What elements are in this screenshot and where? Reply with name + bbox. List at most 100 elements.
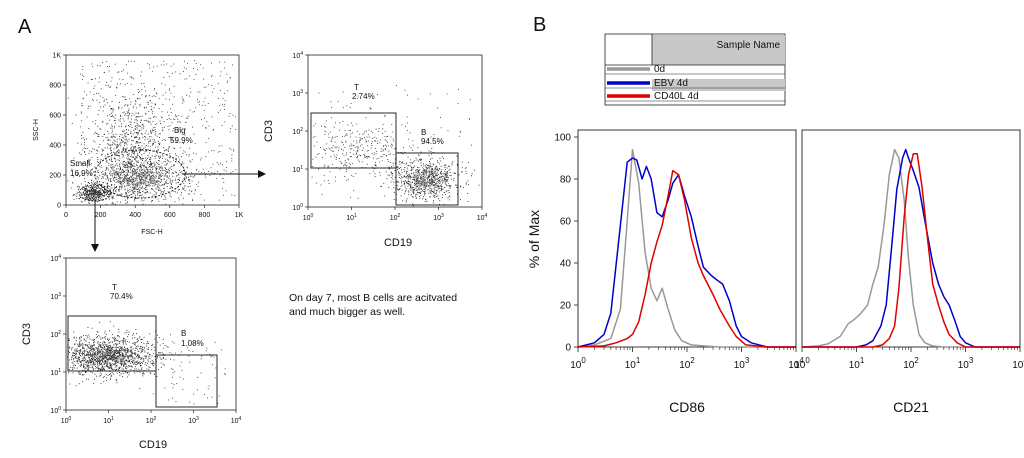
scatter-point: [431, 181, 432, 183]
scatter-point: [86, 335, 88, 337]
scatter-point: [417, 175, 419, 176]
scatter-point: [106, 348, 108, 349]
scatter-point: [417, 192, 419, 193]
scatter-point: [154, 182, 156, 183]
scatter-point: [340, 141, 342, 143]
scatter-point: [375, 165, 377, 167]
scatter-point: [224, 61, 226, 63]
scatter-point: [130, 162, 132, 164]
scatter-point: [384, 139, 386, 141]
scatter-point: [81, 342, 83, 344]
scatter-point: [129, 355, 130, 356]
scatter-point: [120, 167, 121, 169]
scatter-point: [119, 355, 121, 357]
scatter-point: [146, 177, 148, 179]
scatter-point: [401, 169, 403, 171]
scatter-point: [440, 178, 442, 180]
scatter-point: [425, 198, 427, 200]
scatter-point: [348, 166, 350, 168]
scatter-point: [432, 185, 434, 187]
scatter-point: [371, 143, 372, 145]
scatter-point: [148, 172, 150, 174]
gate-b-percent: 94.5%: [421, 137, 444, 146]
scatter-point: [449, 186, 451, 188]
scatter-point: [388, 145, 389, 147]
scatter-point: [147, 360, 149, 362]
scatter-point: [345, 141, 347, 143]
scatter-point: [235, 129, 237, 130]
scatter-point: [211, 76, 212, 77]
scatter-point: [444, 164, 446, 166]
scatter-point: [141, 89, 143, 90]
scatter-point: [427, 185, 429, 187]
x-tick-label: 104: [477, 213, 488, 222]
scatter-point: [189, 160, 191, 162]
scatter-point: [166, 119, 168, 120]
scatter-point: [417, 98, 419, 100]
scatter-point: [125, 349, 126, 351]
scatter-point: [112, 110, 114, 111]
scatter-point: [187, 186, 189, 188]
scatter-point: [144, 173, 146, 175]
scatter-point: [157, 189, 159, 191]
scatter-point: [100, 360, 102, 361]
scatter-point: [105, 155, 106, 157]
scatter-point: [140, 359, 142, 360]
scatter-point: [117, 174, 118, 175]
scatter-point: [98, 186, 99, 188]
scatter-point: [113, 148, 115, 150]
scatter-point: [428, 150, 430, 152]
scatter-point: [157, 187, 159, 189]
scatter-point: [93, 195, 95, 197]
scatter-point: [85, 195, 87, 197]
scatter-point: [115, 352, 117, 353]
scatter-point: [82, 381, 84, 383]
scatter-point: [174, 119, 176, 120]
scatter-point: [111, 175, 113, 177]
scatter-point: [352, 153, 354, 155]
scatter-point: [383, 154, 385, 156]
scatter-point: [150, 165, 152, 167]
scatter-point: [189, 189, 190, 191]
scatter-point: [124, 139, 126, 141]
scatter-point: [117, 172, 119, 174]
scatter-point: [157, 198, 159, 200]
scatter-point: [107, 196, 108, 197]
scatter-point: [95, 197, 97, 199]
scatter-point: [456, 155, 458, 157]
scatter-point: [444, 170, 446, 172]
scatter-point: [157, 146, 159, 148]
scatter-point: [186, 167, 188, 169]
scatter-point: [152, 121, 154, 122]
scatter-point: [112, 334, 113, 335]
scatter-point: [185, 68, 187, 70]
scatter-point: [135, 194, 136, 196]
scatter-point: [409, 132, 411, 134]
scatter-point: [149, 168, 151, 170]
scatter-point: [128, 116, 130, 118]
scatter-point: [91, 79, 92, 80]
scatter-point: [109, 105, 111, 107]
scatter-point: [128, 162, 129, 164]
scatter-point: [446, 93, 448, 95]
scatter-point: [150, 178, 152, 180]
scatter-point: [197, 186, 199, 187]
scatter-point: [156, 93, 158, 95]
scatter-point: [134, 358, 136, 360]
scatter-point: [422, 184, 424, 186]
scatter-point: [150, 178, 151, 180]
scatter-point: [417, 186, 419, 188]
scatter-point: [411, 177, 413, 178]
scatter-point: [422, 171, 424, 173]
scatter-point: [124, 175, 126, 177]
scatter-point: [124, 366, 126, 368]
scatter-point: [145, 187, 146, 189]
scatter-point: [132, 170, 134, 171]
scatter-point: [193, 176, 195, 178]
scatter-point: [119, 174, 121, 176]
scatter-point: [122, 149, 124, 151]
scatter-point: [198, 181, 199, 183]
scatter-point: [84, 187, 85, 189]
scatter-point: [128, 181, 129, 183]
scatter-point: [138, 130, 140, 131]
